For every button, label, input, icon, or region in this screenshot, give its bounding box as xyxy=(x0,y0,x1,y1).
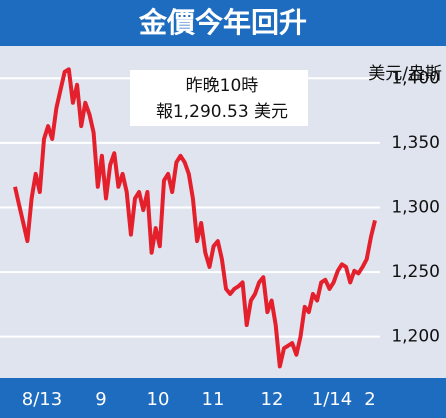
y-tick-label: 1,300 xyxy=(391,197,440,217)
y-tick-label: 1,350 xyxy=(391,133,440,153)
x-tick-label: 1/14 xyxy=(312,389,352,410)
y-tick-label: 1,200 xyxy=(391,327,440,347)
annotation: 報1,290.53 美元 xyxy=(156,102,288,122)
x-tick-label: 11 xyxy=(202,389,225,410)
x-tick-label: 10 xyxy=(147,389,170,410)
x-tick-label: 9 xyxy=(95,389,106,410)
x-tick-label: 2 xyxy=(364,389,375,410)
y-tick-label: 1,250 xyxy=(391,262,440,282)
title-banner xyxy=(0,0,446,46)
y-tick-label: 1,400 xyxy=(391,68,440,88)
x-axis-band xyxy=(0,378,446,418)
annotation: 昨晚10時 xyxy=(186,76,259,96)
x-tick-label: 12 xyxy=(261,389,284,410)
chart-title: 金價今年回升 xyxy=(138,6,307,39)
x-tick-label: 8/13 xyxy=(22,389,62,410)
y-axis-label: 美元/盎斯 xyxy=(368,64,442,84)
annotation-box xyxy=(130,70,308,126)
price-line xyxy=(13,67,377,369)
